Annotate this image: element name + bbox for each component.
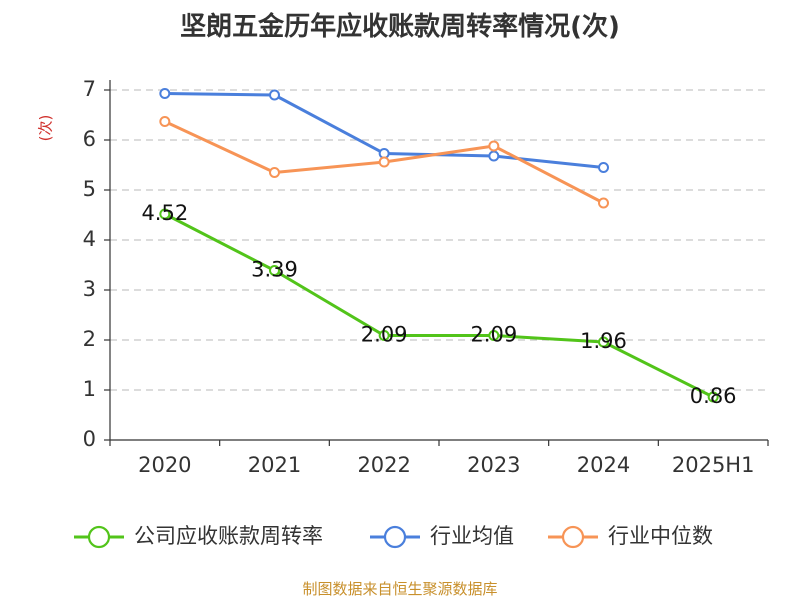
data-point[interactable]	[378, 330, 390, 341]
legend-label: 行业中位数	[608, 524, 713, 548]
legend-label: 公司应收账款周转率	[134, 524, 323, 548]
data-point[interactable]	[269, 167, 280, 178]
data-point[interactable]	[269, 265, 280, 276]
x-tick-label: 2020	[138, 453, 191, 477]
y-tick-label: 6	[83, 127, 96, 151]
legend-item-2[interactable]: 行业中位数	[548, 524, 713, 549]
data-point[interactable]	[598, 336, 609, 348]
x-tick-label: 2022	[357, 453, 410, 477]
series-1	[159, 88, 609, 173]
legend-item-1[interactable]: 行业均值	[370, 524, 514, 549]
y-tick-label: 7	[83, 77, 96, 101]
legend[interactable]: 公司应收账款周转率 行业均值 行业中位数	[74, 524, 713, 549]
data-point[interactable]	[488, 330, 500, 341]
y-axis-label: (次)	[37, 115, 55, 142]
data-point[interactable]	[598, 162, 609, 173]
data-point[interactable]	[707, 391, 719, 403]
series-2	[159, 116, 609, 209]
data-point[interactable]	[488, 150, 500, 162]
legend-item-0[interactable]: 公司应收账款周转率	[74, 524, 323, 549]
data-point[interactable]	[269, 89, 280, 101]
series	[159, 88, 719, 403]
legend-swatch-marker	[561, 525, 585, 549]
data-point[interactable]	[378, 156, 390, 168]
data-point[interactable]	[159, 116, 171, 127]
data-label: 1.96	[580, 329, 627, 353]
y-tick-label: 0	[83, 427, 96, 451]
x-tick-label: 2024	[577, 453, 630, 477]
grid-lines	[110, 89, 768, 391]
y-tick-label: 4	[83, 227, 96, 251]
data-point[interactable]	[488, 140, 500, 152]
y-tick-label: 5	[83, 177, 96, 201]
source-note: 制图数据来自恒生聚源数据库	[302, 580, 498, 598]
data-label: 2.09	[361, 323, 408, 347]
data-labels: 4.52 3.39 2.09 2.09 1.96 0.86	[141, 201, 736, 408]
x-tick-label: 2025H1	[672, 453, 755, 477]
legend-swatch-marker	[87, 525, 111, 549]
data-point[interactable]	[598, 197, 609, 209]
data-label: 2.09	[470, 323, 517, 347]
data-label: 3.39	[251, 258, 298, 282]
data-point[interactable]	[159, 208, 171, 220]
x-tick-label: 2021	[248, 453, 301, 477]
chart-title: 坚朗五金历年应收账款周转率情况(次)	[180, 12, 620, 42]
x-tick-label: 2023	[467, 453, 520, 477]
data-point[interactable]	[159, 88, 171, 99]
axes: 0 1 2 3 4 5 6 7 2020 2021 2022 2023 2024 2025H1	[83, 77, 769, 477]
y-tick-label: 1	[83, 377, 96, 401]
series-line-0	[164, 212, 714, 399]
legend-label: 行业均值	[430, 524, 514, 548]
series-0	[159, 208, 719, 403]
data-label: 0.86	[690, 384, 737, 408]
legend-swatch-marker	[383, 525, 407, 549]
data-label: 4.52	[141, 201, 188, 225]
y-tick-label: 2	[83, 327, 96, 351]
y-tick-label: 3	[83, 277, 96, 301]
